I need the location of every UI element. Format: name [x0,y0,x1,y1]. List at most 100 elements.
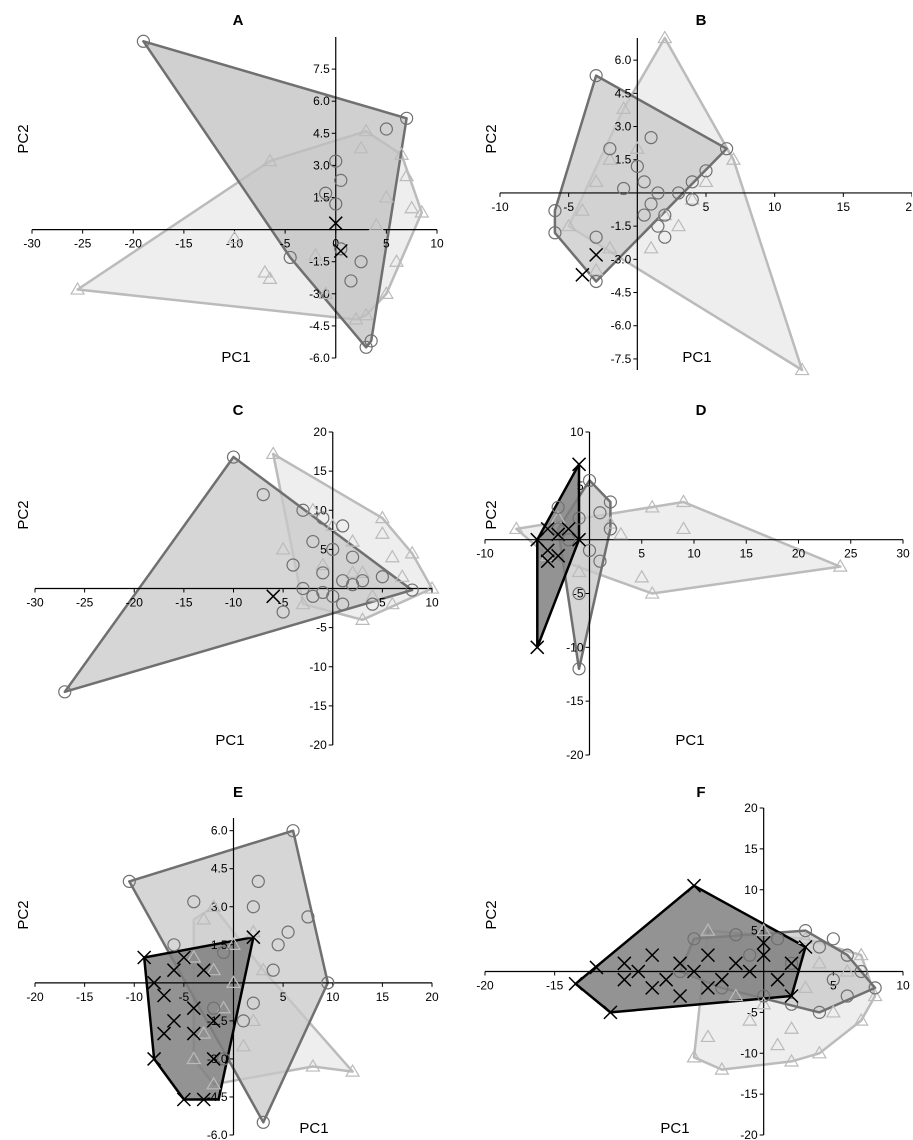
circle-point [329,197,343,211]
circle-point [58,685,72,699]
cross-point [603,1005,618,1020]
circle-point [286,824,300,838]
circle-point [334,173,348,187]
circle-point [334,242,348,256]
x-tick-label: 5 [280,990,287,1004]
circle-point [306,534,320,549]
triangle-point [374,510,390,524]
circle-point [603,495,617,509]
triangle-point [728,988,744,1002]
y-tick-label: 15 [744,842,758,856]
triangle-point [783,1021,800,1034]
y-tick-label: -3.0 [309,287,330,301]
triangle-point [657,30,673,44]
y-tick-label: -20 [566,748,584,760]
triangle-point [354,612,371,625]
circle-point [582,543,597,558]
x-tick-label: -15 [175,237,193,251]
x-tick-label: -25 [76,596,94,610]
panel-title: D [696,402,707,419]
y-tick-label: 5 [577,479,584,493]
triangle-point [235,1038,251,1052]
triangle-point [315,557,331,571]
triangle-point [657,207,673,221]
cross-point [631,964,646,979]
circle-point [548,226,562,240]
y-tick-label: -1.5 [309,255,330,269]
circle-point [316,511,330,525]
circle-point [854,964,868,979]
triangle-point [318,286,334,299]
triangle-point [345,565,361,578]
panel-c-plot: -30 -25 -20 -15 -10 -5 5 10 -20 -15 -10 -5 5 10 15 20 C P… [15,402,440,752]
y-tick-label: 20 [313,425,327,439]
cross-point [147,975,162,990]
triangle-point [245,1013,261,1027]
cross-point [572,532,587,547]
circle-point [266,963,280,977]
x-tick-label: -5 [179,990,190,1004]
hull-circle-group [553,74,728,283]
triangle-point [684,191,700,205]
triangle-point [602,515,618,529]
cross-point [617,972,632,987]
cross-point [798,939,813,955]
cross-point [328,216,343,231]
triangle-point [839,963,855,977]
x-axis-label: PC1 [675,732,704,749]
circle-point [743,948,757,962]
circle-point [673,964,687,979]
circle-point [301,910,315,924]
panel-a-plot: -30 -25 -20 -15 -10 -5 0 5 10-6.0-4.5-3.0-1.51.5… [15,12,444,366]
x-tick-label: -30 [23,237,41,251]
triangle-point [348,311,364,325]
x-tick-label: 20 [425,990,439,1004]
y-tick-label: 1.5 [211,938,228,952]
triangle-point [394,569,410,582]
x-axis-label: PC1 [660,1120,689,1137]
cross-point [756,935,771,950]
y-tick-label: -4.5 [309,319,330,333]
panel-d-plot: -10 5 10 15 20 25 30 -20 -15 -10 -5 5 10 D PC1 PC2 [476,402,910,760]
x-tick-label: -15 [546,979,564,993]
circle-point [548,204,562,218]
cross-point [206,1051,221,1066]
circle-point [136,34,150,48]
circle-point [658,208,672,222]
x-tick-label: 5 [638,547,645,561]
y-axis-label: PC2 [15,500,32,529]
y-tick-label: -1.5 [611,219,632,233]
cross-point [137,950,152,965]
triangle-point [358,307,374,321]
circle-point [589,230,603,244]
circle-point [405,583,419,597]
x-tick-label: 20 [905,200,912,214]
circle-point [651,186,665,200]
triangle-point [353,140,369,154]
y-tick-label: 6.0 [313,94,330,108]
triangle-point [634,569,650,583]
circle-point [784,956,799,970]
x-tick-label: 15 [837,200,851,214]
circle-point [316,585,330,600]
triangle-point [686,1049,702,1063]
triangle-point [275,541,291,555]
circle-point [364,334,378,348]
circle-point [346,550,360,564]
cross-point [186,1026,201,1041]
circle-point [630,159,644,173]
cross-point [589,960,604,975]
triangle-point [216,1000,232,1014]
triangle-point [571,564,587,578]
circle-point [603,142,617,156]
triangle-point [629,140,645,154]
triangle-point [644,585,660,599]
y-tick-label: 7.5 [313,62,330,76]
y-tick-label: 3.0 [615,120,632,134]
triangle-point [388,254,405,267]
triangle-point [345,533,361,547]
triangle-point [825,1004,841,1018]
circle-point [336,519,350,533]
circle-point [671,186,686,200]
circle-point [236,1014,251,1028]
